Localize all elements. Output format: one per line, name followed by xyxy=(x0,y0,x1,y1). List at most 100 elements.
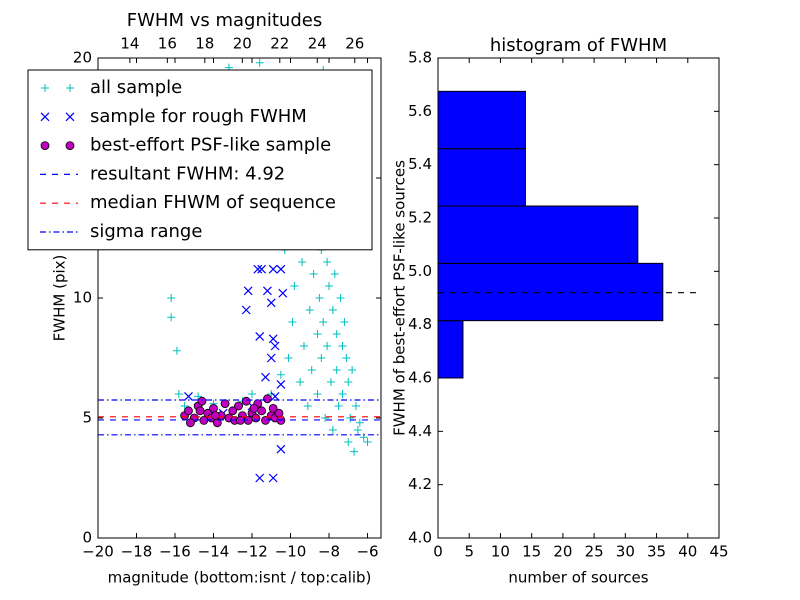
bar xyxy=(437,90,526,150)
circle-marker xyxy=(184,406,193,416)
plus-marker xyxy=(334,402,343,410)
circle-marker xyxy=(249,403,259,413)
x-tick-label: 10 xyxy=(491,543,510,561)
y-tick-label: 5.8 xyxy=(408,49,432,67)
plus-marker xyxy=(351,402,360,410)
x-tick-label: −20 xyxy=(82,543,114,561)
plus-marker xyxy=(326,378,335,386)
y-axis-label: FWHM (pix) xyxy=(51,255,69,342)
x-tick-label: 45 xyxy=(709,543,728,561)
x-marker xyxy=(266,353,276,363)
plus-marker xyxy=(284,354,293,362)
plus-marker xyxy=(288,318,297,326)
y-tick-label: 4.2 xyxy=(408,475,432,493)
x2-tick-label: 22 xyxy=(270,35,289,53)
legend-label: sample for rough FWHM xyxy=(90,106,307,127)
legend-label: sigma range xyxy=(90,221,202,242)
x-marker xyxy=(270,341,280,351)
x-marker xyxy=(268,264,278,274)
plus-marker xyxy=(363,438,372,446)
x-marker xyxy=(268,334,278,344)
plus-marker xyxy=(348,366,357,374)
x-marker xyxy=(270,391,280,401)
y-tick-label: 4.0 xyxy=(408,529,432,547)
plus-marker xyxy=(338,390,347,398)
y-tick-label: 5.2 xyxy=(408,209,432,227)
y-tick-label: 4.8 xyxy=(408,315,432,333)
y-tick-label: 5.6 xyxy=(408,102,432,120)
bar xyxy=(437,262,664,322)
circle-marker xyxy=(209,403,218,413)
y-tick-label: 5.0 xyxy=(408,262,432,280)
legend-label: all sample xyxy=(90,77,182,98)
x-tick-label: −8 xyxy=(318,543,340,561)
y-axis-label: FWHM of best-effort PSF-like sources xyxy=(391,160,409,436)
y-tick-label: 5 xyxy=(82,409,92,427)
x-marker xyxy=(278,288,288,298)
x-tick-label: −12 xyxy=(236,543,268,561)
x-tick-label: 25 xyxy=(585,543,604,561)
plus-marker xyxy=(267,390,276,398)
plus-marker xyxy=(346,414,355,422)
plus-marker xyxy=(353,426,362,434)
axes-frame xyxy=(97,57,382,539)
plus-marker xyxy=(174,390,183,398)
plus-marker xyxy=(167,313,176,322)
x-tick-label: 30 xyxy=(616,543,635,561)
circle-marker xyxy=(197,396,207,406)
x-marker xyxy=(255,331,265,341)
plus-marker xyxy=(313,390,322,398)
circle-marker xyxy=(268,403,278,413)
x-tick-label: −14 xyxy=(198,543,230,561)
x-marker xyxy=(262,286,272,296)
x-tick-label: 20 xyxy=(553,543,572,561)
plus-marker xyxy=(180,402,189,410)
x2-tick-label: 24 xyxy=(308,35,327,53)
plus-marker xyxy=(344,438,353,446)
plus-marker xyxy=(332,366,341,374)
plus-marker xyxy=(321,414,330,422)
plus-marker xyxy=(355,418,364,427)
plus-marker xyxy=(194,392,203,401)
x-tick-label: −10 xyxy=(275,543,307,561)
y-tick-label: 4.4 xyxy=(408,422,432,440)
y-tick-label: 4.6 xyxy=(408,369,432,387)
plus-marker xyxy=(328,426,337,434)
x-marker xyxy=(266,298,276,308)
bar xyxy=(437,320,464,379)
plus-marker xyxy=(167,294,176,302)
plus-marker xyxy=(342,354,351,362)
x-marker xyxy=(276,379,286,389)
plus-marker xyxy=(317,354,326,362)
plus-marker xyxy=(172,346,181,355)
circle-marker xyxy=(228,406,238,416)
y-tick-label: 0 xyxy=(82,529,92,547)
plus-marker xyxy=(307,366,316,374)
y-tick-label: 20 xyxy=(73,49,92,67)
x-marker xyxy=(241,305,251,315)
x-tick-label: 5 xyxy=(464,543,474,561)
x-marker xyxy=(253,264,263,274)
x-tick-label: −18 xyxy=(121,543,153,561)
legend-label: best-effort PSF-like sample xyxy=(90,135,331,156)
x-marker xyxy=(261,372,270,382)
legend-label: resultant FWHM: 4.92 xyxy=(90,163,285,184)
plus-marker xyxy=(350,447,359,456)
x2-tick-label: 18 xyxy=(195,35,214,53)
plus-marker xyxy=(323,342,332,350)
circle-marker xyxy=(211,411,220,421)
legend-marker xyxy=(40,141,50,151)
circle-marker xyxy=(234,401,243,411)
plus-marker xyxy=(296,378,305,386)
plus-marker xyxy=(305,306,314,314)
x-tick-label: 15 xyxy=(522,543,541,561)
x2-tick-label: 14 xyxy=(120,35,139,53)
plus-marker xyxy=(323,258,332,266)
x-tick-label: 0 xyxy=(433,543,443,561)
plus-marker xyxy=(328,306,337,314)
legend-label: median FHWM of sequence xyxy=(90,192,336,213)
chart-title: FWHM vs magnitudes xyxy=(127,10,322,31)
circle-marker xyxy=(195,406,205,416)
x2-tick-label: 20 xyxy=(233,35,252,53)
